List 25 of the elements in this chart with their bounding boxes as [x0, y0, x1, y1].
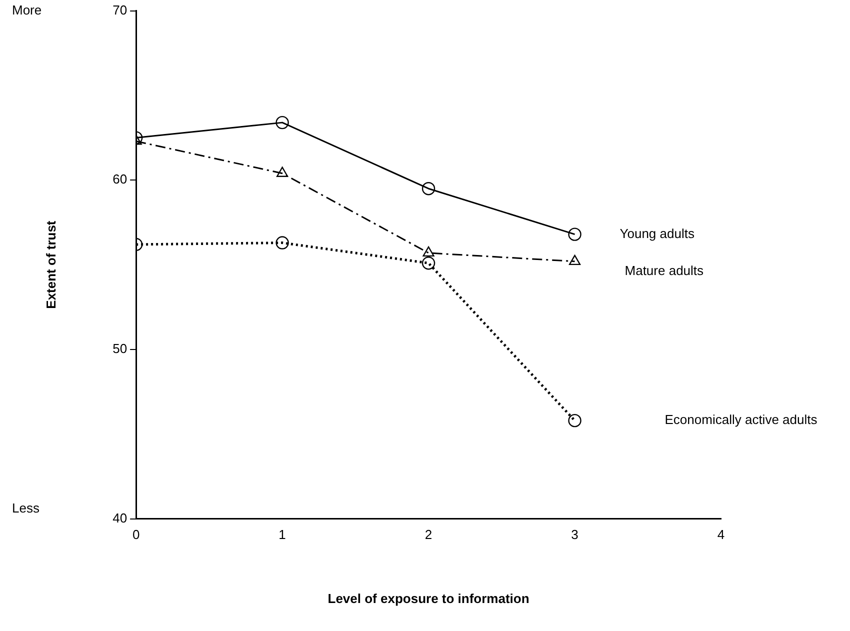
x-tick-label: 0	[132, 527, 140, 542]
x-tick-label: 1	[278, 527, 286, 542]
x-tick-label: 2	[424, 527, 432, 542]
text: Young adults	[620, 226, 695, 241]
point	[568, 254, 581, 266]
y-tick-label: 40	[112, 510, 128, 526]
y-tick-label: 50	[112, 341, 128, 356]
text: More	[12, 2, 42, 18]
text: Less	[12, 500, 40, 516]
point	[422, 256, 436, 270]
point	[568, 228, 582, 241]
x-tick-label: 3	[571, 527, 578, 542]
text: Mature adults	[624, 262, 704, 278]
text: Economically active adults	[664, 412, 818, 428]
point	[422, 246, 434, 257]
point	[568, 414, 582, 428]
y-axis-title: Extent of trust	[43, 220, 58, 309]
point	[276, 236, 289, 250]
point	[276, 116, 289, 130]
x-axis-title: Level of exposure to information	[328, 590, 530, 606]
point	[422, 182, 436, 196]
y-tick-label: 70	[112, 2, 128, 18]
point	[276, 166, 288, 177]
x-tick-label: 4	[717, 527, 725, 542]
y-tick-label: 60	[112, 172, 128, 187]
